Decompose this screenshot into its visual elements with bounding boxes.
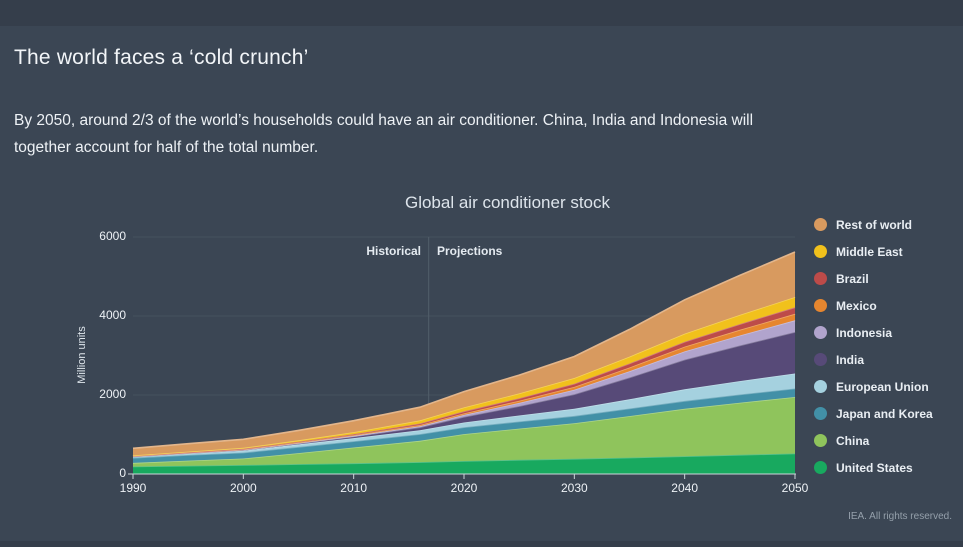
- window-bottom-edge: [0, 541, 963, 547]
- area-united-states: [133, 453, 795, 474]
- legend-swatch-icon: [814, 380, 827, 393]
- legend-label: China: [836, 433, 870, 448]
- legend-label: India: [836, 352, 865, 367]
- legend-item-european-union[interactable]: European Union: [814, 373, 933, 400]
- legend-swatch-icon: [814, 407, 827, 420]
- historical-label: Historical: [366, 244, 421, 258]
- legend-item-united-states[interactable]: United States: [814, 454, 933, 481]
- x-tick-label: 2020: [450, 481, 478, 495]
- area-edge-rest-of-world: [132, 251, 796, 450]
- y-tick-label: 4000: [99, 308, 126, 322]
- area-china: [133, 397, 795, 467]
- legend-swatch-icon: [814, 218, 827, 231]
- chart-legend: Rest of world Middle East Brazil Mexico …: [814, 211, 933, 481]
- x-tick-label: 1990: [119, 481, 147, 495]
- legend-item-rest-of-world[interactable]: Rest of world: [814, 211, 933, 238]
- legend-label: Indonesia: [836, 325, 893, 340]
- y-tick-label: 2000: [99, 387, 126, 401]
- copyright-credit: IEA. All rights reserved.: [848, 511, 952, 522]
- legend-swatch-icon: [814, 461, 827, 474]
- legend-item-indonesia[interactable]: Indonesia: [814, 319, 933, 346]
- y-tick-label: 6000: [99, 229, 126, 243]
- legend-label: European Union: [836, 379, 929, 394]
- projections-label: Projections: [437, 244, 503, 258]
- legend-item-mexico[interactable]: Mexico: [814, 292, 933, 319]
- legend-swatch-icon: [814, 245, 827, 258]
- legend-swatch-icon: [814, 434, 827, 447]
- legend-item-brazil[interactable]: Brazil: [814, 265, 933, 292]
- y-axis-title: Million units: [76, 326, 88, 384]
- window-top-edge: [0, 0, 963, 26]
- legend-swatch-icon: [814, 299, 827, 312]
- page-title: The world faces a ‘cold crunch’: [14, 46, 309, 70]
- x-tick-label: 2050: [781, 481, 809, 495]
- legend-item-china[interactable]: China: [814, 427, 933, 454]
- x-tick-label: 2000: [229, 481, 257, 495]
- legend-swatch-icon: [814, 353, 827, 366]
- x-tick-label: 2040: [671, 481, 698, 495]
- legend-label: Mexico: [836, 298, 877, 313]
- x-tick-label: 2010: [340, 481, 367, 495]
- legend-label: Rest of world: [836, 217, 913, 232]
- legend-item-japan-and-korea[interactable]: Japan and Korea: [814, 400, 933, 427]
- legend-item-middle-east[interactable]: Middle East: [814, 238, 933, 265]
- page-subtitle: By 2050, around 2/3 of the world’s house…: [14, 111, 754, 156]
- legend-label: United States: [836, 460, 913, 475]
- x-tick-label: 2030: [560, 481, 588, 495]
- legend-label: Brazil: [836, 271, 869, 286]
- legend-item-india[interactable]: India: [814, 346, 933, 373]
- legend-label: Japan and Korea: [836, 406, 933, 421]
- legend-label: Middle East: [836, 244, 903, 259]
- y-tick-label: 0: [119, 466, 126, 480]
- chart-title: Global air conditioner stock: [404, 193, 611, 212]
- legend-swatch-icon: [814, 326, 827, 339]
- legend-swatch-icon: [814, 272, 827, 285]
